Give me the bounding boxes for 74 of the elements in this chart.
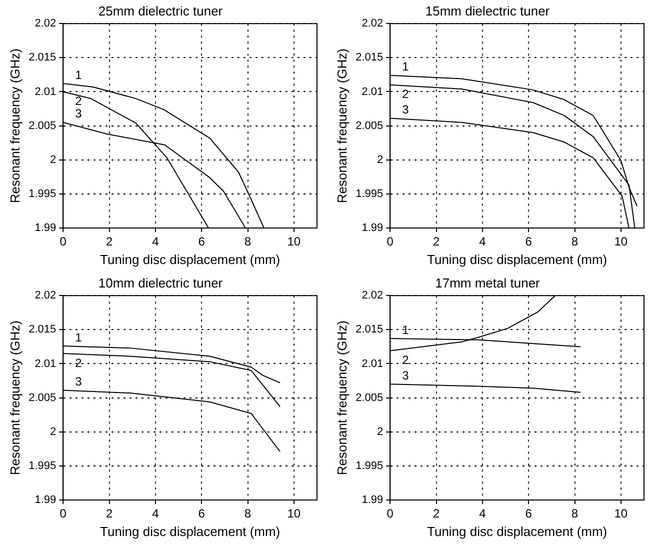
y-tick-label: 2.01 — [362, 358, 384, 370]
y-tick-label: 1.99 — [362, 494, 384, 506]
y-tick-label: 2.005 — [28, 120, 56, 132]
chart-title: 17mm metal tuner — [435, 275, 541, 290]
x-tick-label: 10 — [614, 234, 628, 249]
y-tick-label: 2.015 — [356, 52, 384, 64]
y-axis-title: Resonant frequency (GHz) — [334, 320, 350, 476]
series-label: 2 — [75, 94, 82, 108]
chart-title: 25mm dielectric tuner — [98, 3, 224, 18]
y-axis-title: Resonant frequency (GHz) — [7, 320, 22, 476]
x-axis-title: Tuning disc displacement (mm) — [426, 524, 608, 539]
series-label: 2 — [75, 356, 82, 370]
series-label: 3 — [402, 102, 410, 117]
y-tick-label: 1.995 — [356, 460, 384, 472]
x-tick-label: 4 — [152, 234, 160, 249]
x-tick-label: 2 — [432, 506, 440, 521]
y-tick-label: 2 — [377, 426, 384, 438]
y-tick-label: 1.995 — [356, 188, 384, 200]
x-tick-label: 10 — [287, 234, 301, 249]
x-tick-label: 8 — [571, 506, 578, 521]
series-label: 1 — [75, 330, 82, 344]
chart-title: 10mm dielectric tuner — [98, 275, 224, 290]
chart-title: 15mm dielectric tuner — [425, 3, 550, 18]
x-tick-label: 0 — [60, 234, 67, 249]
x-tick-label: 8 — [244, 506, 252, 521]
y-axis-title: Resonant frequency (GHz) — [334, 48, 350, 204]
x-tick-label: 6 — [525, 506, 532, 521]
x-tick-label: 2 — [106, 234, 113, 249]
x-tick-label: 8 — [571, 234, 578, 249]
x-tick-label: 6 — [198, 234, 206, 249]
y-tick-label: 2.01 — [34, 358, 56, 370]
y-tick-label: 2.02 — [362, 18, 384, 30]
y-tick-label: 1.99 — [34, 222, 56, 234]
series-label: 1 — [402, 60, 410, 74]
x-tick-label: 6 — [198, 506, 206, 521]
y-tick-label: 1.995 — [28, 188, 56, 200]
y-tick-label: 2.005 — [356, 120, 384, 132]
y-tick-label: 1.99 — [362, 222, 384, 234]
series-label: 3 — [75, 106, 82, 121]
x-tick-label: 8 — [244, 234, 252, 249]
x-tick-label: 10 — [614, 506, 628, 521]
x-axis-title: Tuning disc displacement (mm) — [426, 252, 608, 267]
x-axis-title: Tuning disc displacement (mm) — [100, 252, 280, 267]
x-axis-title: Tuning disc displacement (mm) — [100, 524, 280, 539]
series-label: 3 — [402, 368, 410, 382]
series-label: 3 — [75, 374, 82, 389]
x-tick-label: 4 — [479, 506, 486, 521]
x-tick-label: 2 — [106, 506, 113, 521]
y-tick-label: 2.01 — [34, 86, 56, 98]
x-tick-label: 4 — [479, 234, 486, 249]
series-label: 1 — [75, 68, 82, 82]
y-tick-label: 1.99 — [34, 494, 56, 506]
x-tick-label: 6 — [525, 234, 532, 249]
x-tick-label: 0 — [60, 506, 67, 521]
y-tick-label: 2.015 — [28, 324, 56, 336]
x-tick-label: 10 — [287, 506, 301, 521]
x-tick-label: 0 — [386, 234, 394, 249]
x-tick-label: 0 — [386, 506, 394, 521]
y-tick-label: 2.005 — [28, 392, 56, 404]
y-tick-label: 2.02 — [34, 18, 56, 30]
y-tick-label: 1.995 — [28, 460, 56, 472]
series-label: 1 — [402, 322, 410, 337]
y-tick-label: 2.01 — [362, 86, 384, 98]
y-tick-label: 2 — [50, 154, 56, 166]
y-tick-label: 2.005 — [356, 392, 384, 404]
y-tick-label: 2.02 — [34, 290, 56, 302]
y-tick-label: 2 — [50, 426, 56, 438]
y-tick-label: 2.02 — [362, 290, 384, 302]
y-tick-label: 2.015 — [28, 52, 56, 64]
x-tick-label: 4 — [152, 506, 160, 521]
x-tick-label: 2 — [432, 234, 440, 249]
y-axis-title: Resonant frequency (GHz) — [7, 48, 22, 204]
y-tick-label: 2.015 — [356, 324, 384, 336]
y-tick-label: 2 — [377, 154, 384, 166]
